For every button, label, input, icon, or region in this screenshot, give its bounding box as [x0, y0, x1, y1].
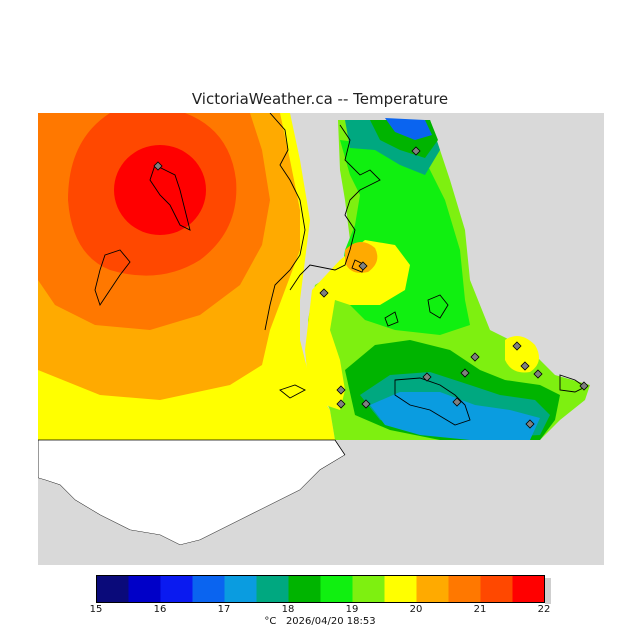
legend-swatch: [416, 575, 449, 603]
legend-tick-label: 22: [537, 604, 551, 615]
map-title: VictoriaWeather.ca -- Temperature: [191, 90, 449, 108]
station-marker[interactable]: [470, 352, 480, 362]
legend-tick-labels: 15 16 17 18 19 20 21 22: [0, 604, 640, 618]
station-marker[interactable]: [336, 385, 346, 395]
legend-tick-label: 18: [281, 604, 295, 615]
west-temperature-field: [38, 113, 335, 440]
legend-swatch: [352, 575, 385, 603]
station-marker[interactable]: [512, 341, 522, 351]
station-marker[interactable]: [319, 288, 329, 298]
north-blue: [385, 118, 432, 140]
water-south: [38, 440, 604, 565]
legend-swatch: [448, 575, 481, 603]
station-marker[interactable]: [153, 161, 163, 171]
station-marker[interactable]: [452, 397, 462, 407]
legend-swatch: [224, 575, 257, 603]
station-marker[interactable]: [525, 419, 535, 429]
station-marker[interactable]: [361, 399, 371, 409]
legend-swatches: [96, 575, 551, 604]
legend-tick-label: 21: [473, 604, 487, 615]
contour-red: [114, 145, 206, 235]
temperature-legend: [96, 575, 551, 604]
legend-tick-label: 20: [409, 604, 423, 615]
legend-swatch: [320, 575, 353, 603]
legend-swatch: [160, 575, 193, 603]
station-marker[interactable]: [411, 146, 421, 156]
legend-tick-label: 17: [217, 604, 231, 615]
unit-label: °C: [264, 616, 277, 627]
station-marker[interactable]: [579, 381, 589, 391]
station-marker[interactable]: [422, 372, 432, 382]
station-marker[interactable]: [336, 399, 346, 409]
legend-tick-label: 19: [345, 604, 359, 615]
legend-swatch: [256, 575, 289, 603]
legend-swatch: [128, 575, 161, 603]
legend-tick-label: 15: [89, 604, 103, 615]
legend-swatch: [96, 575, 129, 603]
legend-swatch: [512, 575, 545, 603]
legend-swatch: [480, 575, 513, 603]
east-blue: [370, 392, 540, 440]
east-temperature-field: [305, 118, 590, 440]
legend-shadow: [545, 578, 551, 604]
station-marker[interactable]: [533, 369, 543, 379]
map-area: [38, 113, 604, 565]
timestamp: 2026/04/20 18:53: [285, 616, 376, 627]
station-marker[interactable]: [460, 368, 470, 378]
footer-caption: °C 2026/04/20 18:53: [0, 616, 640, 627]
legend-swatch: [288, 575, 321, 603]
station-marker[interactable]: [358, 261, 368, 271]
legend-swatch: [384, 575, 417, 603]
weather-stations: [153, 146, 589, 429]
legend-tick-label: 16: [153, 604, 167, 615]
station-marker[interactable]: [520, 361, 530, 371]
east-yellow-swirl: [305, 240, 410, 410]
legend-swatch: [192, 575, 225, 603]
coastlines: [94, 113, 586, 426]
